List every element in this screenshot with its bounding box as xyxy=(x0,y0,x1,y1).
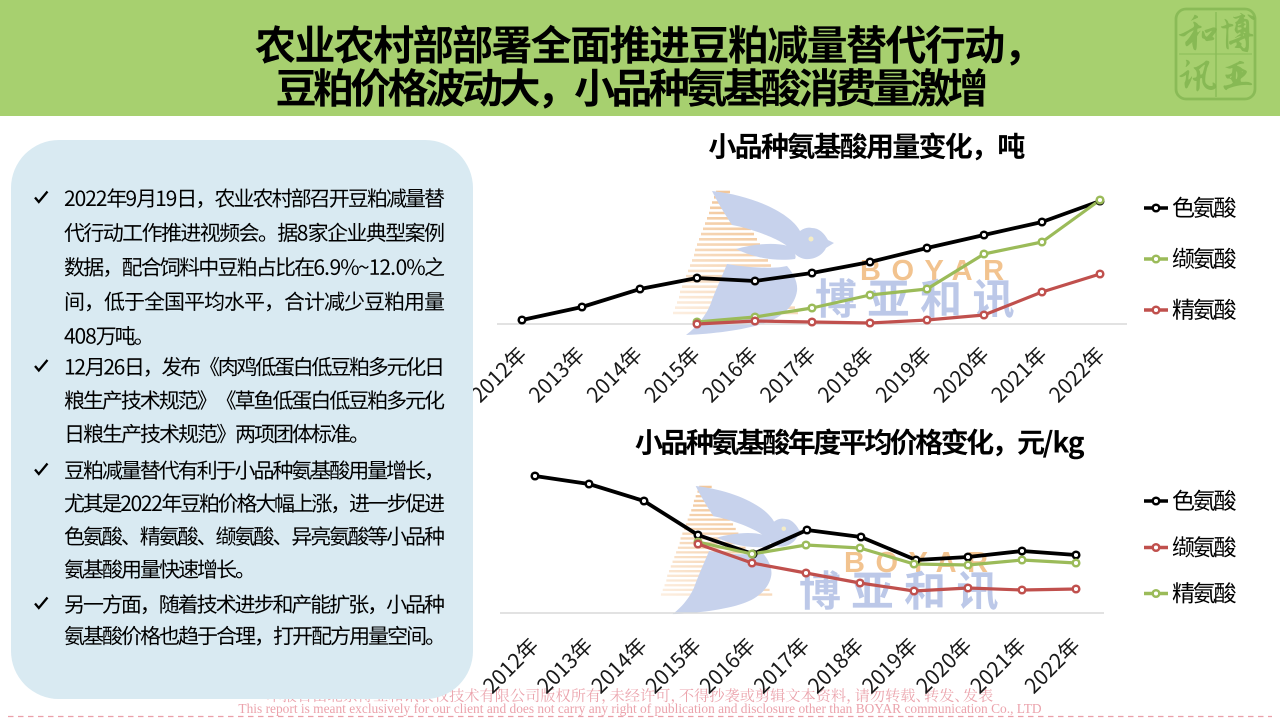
svg-text:This report is meant exclusive: This report is meant exclusively for our… xyxy=(238,701,1041,716)
